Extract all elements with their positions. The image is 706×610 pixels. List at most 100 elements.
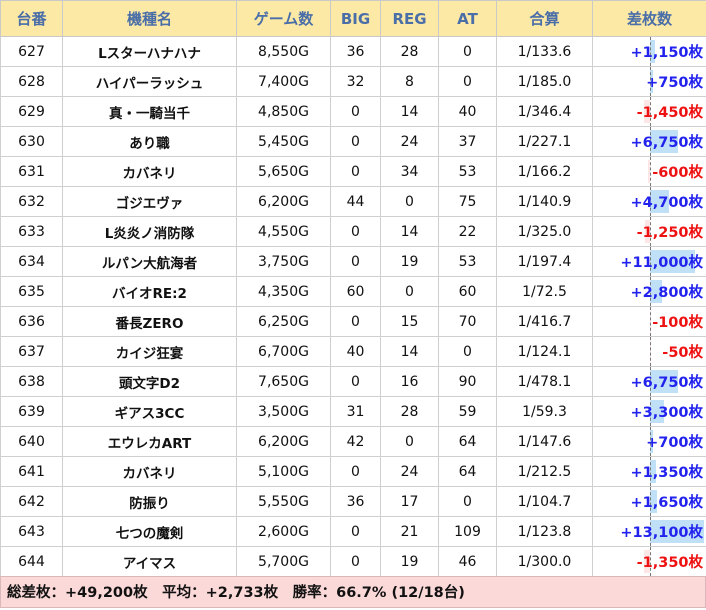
games-cell: 2,600G	[236, 516, 331, 547]
machine-no-cell: 633	[0, 216, 63, 247]
diff-cell: +1,650枚	[592, 486, 706, 517]
header-combined[interactable]: 合算	[496, 0, 593, 37]
table-row[interactable]: 644 アイマス 5,700G 0 19 46 1/300.0 -1,350枚	[0, 546, 706, 577]
table-row[interactable]: 628 ハイパーラッシュ 7,400G 32 8 0 1/185.0 +750枚	[0, 66, 706, 97]
games-cell: 5,450G	[236, 126, 331, 157]
table-row[interactable]: 634 ルパン大航海者 3,750G 0 19 53 1/197.4 +11,000枚	[0, 246, 706, 277]
header-at[interactable]: AT	[438, 0, 497, 37]
reg-cell: 8	[380, 66, 439, 97]
table-row[interactable]: 629 真・一騎当千 4,850G 0 14 40 1/346.4 -1,450枚	[0, 96, 706, 127]
model-cell: 番長ZERO	[62, 306, 237, 337]
header-machine-no[interactable]: 台番	[0, 0, 63, 37]
model-cell: ゴジエヴァ	[62, 186, 237, 217]
model-cell: 頭文字D2	[62, 366, 237, 397]
table-row[interactable]: 631 カバネリ 5,650G 0 34 53 1/166.2 -600枚	[0, 156, 706, 187]
zero-line	[650, 187, 651, 216]
diff-value: +6,750枚	[630, 375, 703, 391]
at-cell: 37	[438, 126, 497, 157]
positive-diff-bar	[650, 460, 656, 483]
games-cell: 4,550G	[236, 216, 331, 247]
at-cell: 46	[438, 546, 497, 577]
big-cell: 0	[330, 126, 381, 157]
games-cell: 5,700G	[236, 546, 331, 577]
reg-cell: 14	[380, 216, 439, 247]
table-row[interactable]: 639 ギアス3CC 3,500G 31 28 59 1/59.3 +3,300枚	[0, 396, 706, 427]
table-row[interactable]: 627 Lスターハナハナ 8,550G 36 28 0 1/133.6 +1,150枚	[0, 36, 706, 67]
model-cell: L炎炎ノ消防隊	[62, 216, 237, 247]
diff-value: +3,300枚	[630, 405, 703, 421]
combined-cell: 1/185.0	[496, 66, 593, 97]
at-cell: 0	[438, 36, 497, 67]
table-row[interactable]: 632 ゴジエヴァ 6,200G 44 0 75 1/140.9 +4,700枚	[0, 186, 706, 217]
diff-value: +1,650枚	[630, 495, 703, 511]
table-row[interactable]: 642 防振り 5,550G 36 17 0 1/104.7 +1,650枚	[0, 486, 706, 517]
big-cell: 0	[330, 306, 381, 337]
reg-cell: 14	[380, 96, 439, 127]
combined-cell: 1/123.8	[496, 516, 593, 547]
header-games[interactable]: ゲーム数	[236, 0, 331, 37]
positive-diff-bar	[650, 430, 653, 453]
at-cell: 0	[438, 66, 497, 97]
zero-line	[650, 337, 651, 366]
table-row[interactable]: 636 番長ZERO 6,250G 0 15 70 1/416.7 -100枚	[0, 306, 706, 337]
header-diff[interactable]: 差枚数	[592, 0, 706, 37]
diff-cell: +3,300枚	[592, 396, 706, 427]
diff-value: +13,100枚	[620, 525, 703, 541]
diff-value: +1,150枚	[630, 45, 703, 61]
games-cell: 7,400G	[236, 66, 331, 97]
games-cell: 6,200G	[236, 426, 331, 457]
reg-cell: 24	[380, 126, 439, 157]
zero-line	[650, 97, 651, 126]
machine-no-cell: 629	[0, 96, 63, 127]
zero-line	[650, 277, 651, 306]
diff-value: +750枚	[646, 75, 703, 91]
machine-no-cell: 628	[0, 66, 63, 97]
model-cell: ルパン大航海者	[62, 246, 237, 277]
machine-no-cell: 635	[0, 276, 63, 307]
zero-line	[650, 217, 651, 246]
reg-cell: 0	[380, 186, 439, 217]
table-body: 627 Lスターハナハナ 8,550G 36 28 0 1/133.6 +1,150枚 628 ハ…	[0, 36, 706, 577]
diff-cell: -100枚	[592, 306, 706, 337]
zero-line	[650, 547, 651, 576]
big-cell: 0	[330, 366, 381, 397]
zero-line	[650, 37, 651, 66]
combined-cell: 1/227.1	[496, 126, 593, 157]
combined-cell: 1/300.0	[496, 546, 593, 577]
table-row[interactable]: 630 あり職 5,450G 0 24 37 1/227.1 +6,750枚	[0, 126, 706, 157]
big-cell: 0	[330, 246, 381, 277]
model-cell: カバネリ	[62, 156, 237, 187]
table-row[interactable]: 637 カイジ狂宴 6,700G 40 14 0 1/124.1 -50枚	[0, 336, 706, 367]
table-row[interactable]: 643 七つの魔剣 2,600G 0 21 109 1/123.8 +13,100枚	[0, 516, 706, 547]
at-cell: 53	[438, 156, 497, 187]
diff-cell: +13,100枚	[592, 516, 706, 547]
diff-cell: +700枚	[592, 426, 706, 457]
machine-no-cell: 637	[0, 336, 63, 367]
model-cell: アイマス	[62, 546, 237, 577]
positive-diff-bar	[650, 190, 670, 213]
header-model[interactable]: 機種名	[62, 0, 237, 37]
model-cell: バイオRE:2	[62, 276, 237, 307]
combined-cell: 1/72.5	[496, 276, 593, 307]
table-row[interactable]: 633 L炎炎ノ消防隊 4,550G 0 14 22 1/325.0 -1,250枚	[0, 216, 706, 247]
games-cell: 6,200G	[236, 186, 331, 217]
zero-line	[650, 307, 651, 336]
table-row[interactable]: 638 頭文字D2 7,650G 0 16 90 1/478.1 +6,750枚	[0, 366, 706, 397]
header-reg[interactable]: REG	[380, 0, 439, 37]
header-big[interactable]: BIG	[330, 0, 381, 37]
reg-cell: 19	[380, 546, 439, 577]
combined-cell: 1/212.5	[496, 456, 593, 487]
diff-cell: -50枚	[592, 336, 706, 367]
games-cell: 4,350G	[236, 276, 331, 307]
table-row[interactable]: 635 バイオRE:2 4,350G 60 0 60 1/72.5 +2,800枚	[0, 276, 706, 307]
big-cell: 36	[330, 486, 381, 517]
table-row[interactable]: 640 エウレカART 6,200G 42 0 64 1/147.6 +700枚	[0, 426, 706, 457]
at-cell: 109	[438, 516, 497, 547]
diff-value: -1,250枚	[636, 225, 703, 241]
reg-cell: 34	[380, 156, 439, 187]
table-row[interactable]: 641 カバネリ 5,100G 0 24 64 1/212.5 +1,350枚	[0, 456, 706, 487]
zero-line	[650, 247, 651, 276]
reg-cell: 0	[380, 426, 439, 457]
diff-value: +1,350枚	[630, 465, 703, 481]
games-cell: 7,650G	[236, 366, 331, 397]
